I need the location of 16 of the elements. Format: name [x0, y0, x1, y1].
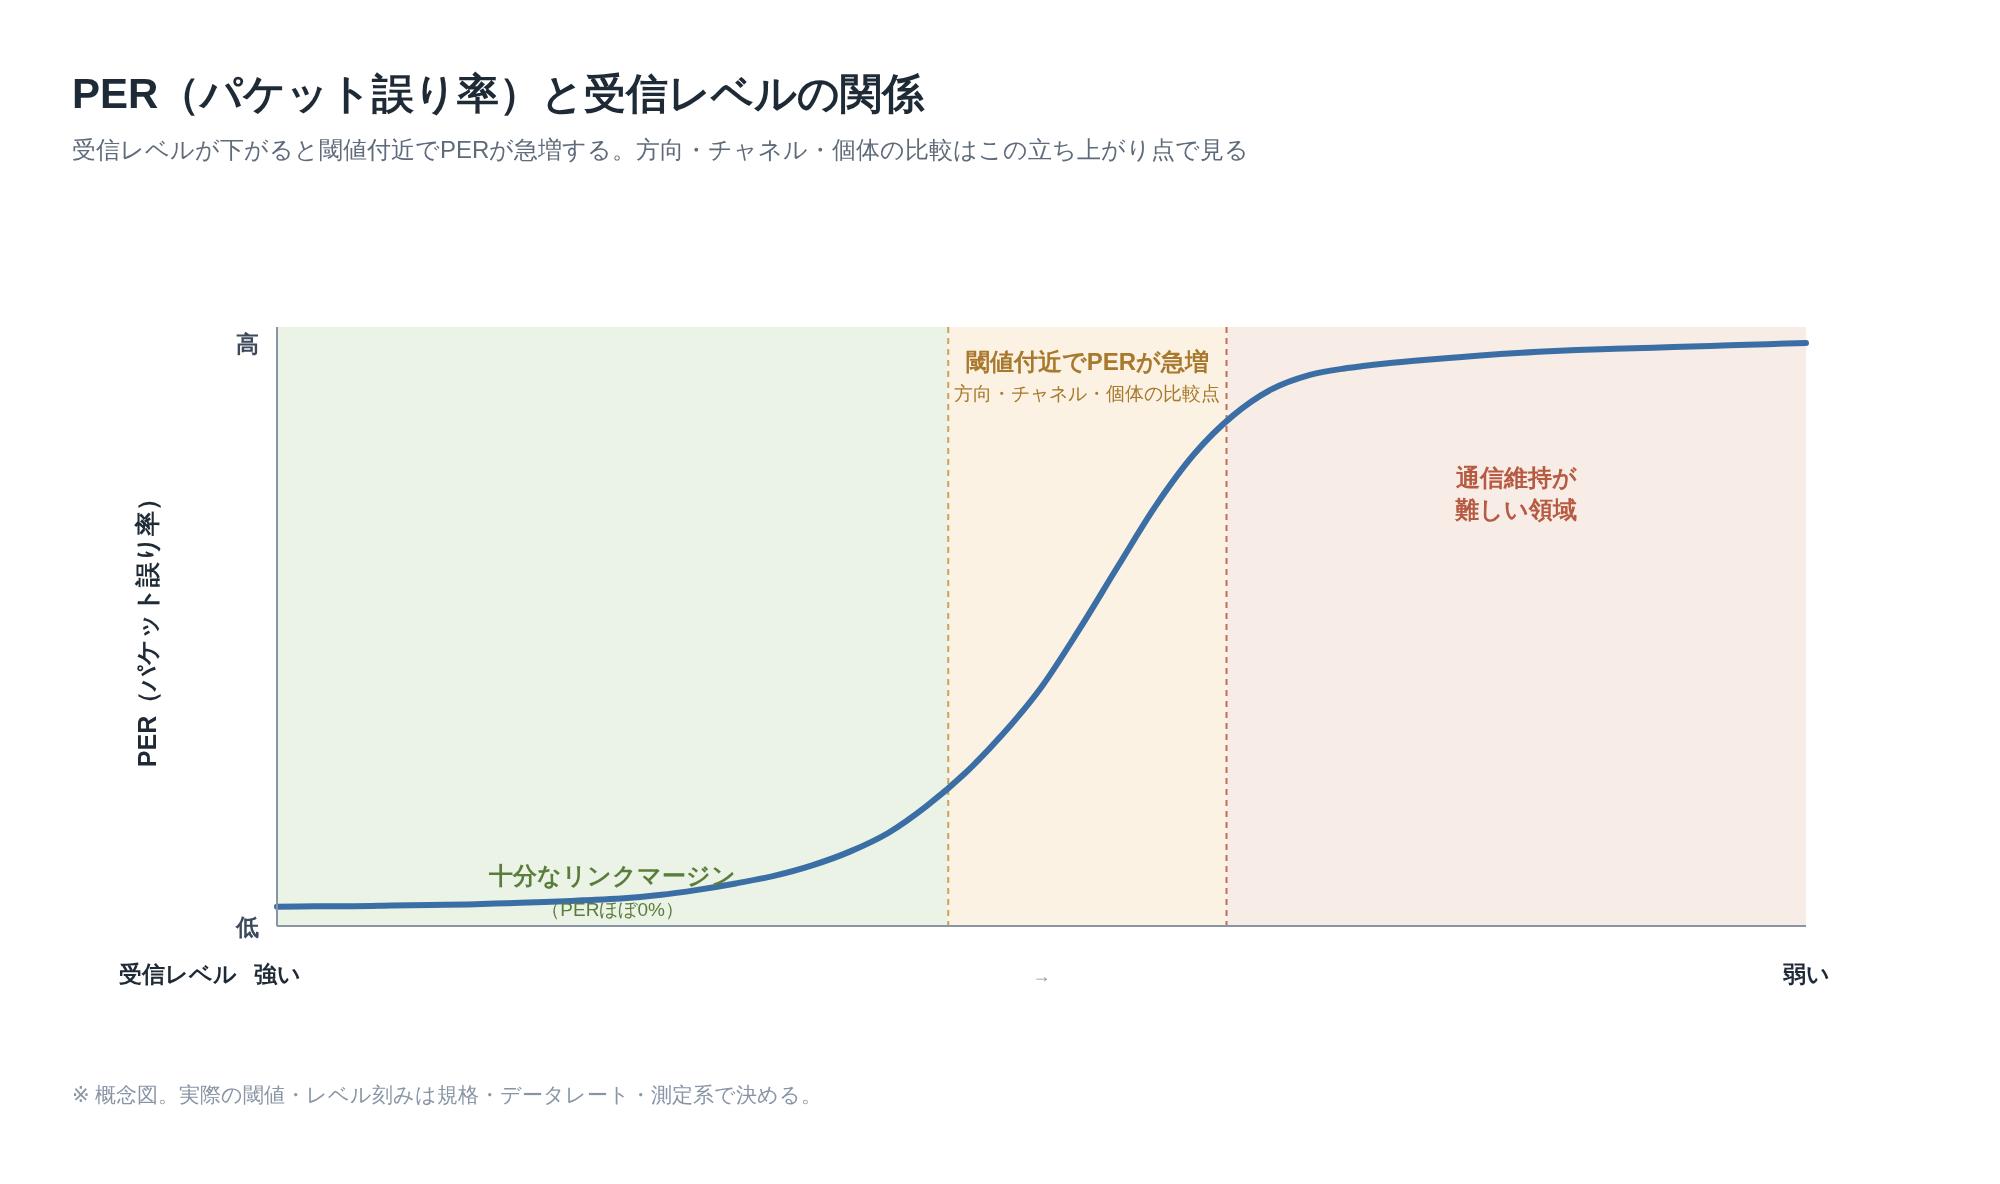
chart-subtitle: 受信レベルが下がると閾値付近でPERが急増する。方向・チャネル・個体の比較はこの立ち上がり点で見る	[72, 136, 1250, 163]
x-axis-title: 受信レベル	[119, 961, 237, 987]
annotation: 方向・チャネル・個体の比較点	[954, 383, 1221, 404]
x-tick-label: →	[1032, 966, 1051, 986]
y-axis-title: PER（パケット誤り率）	[133, 485, 161, 768]
text: ※ 概念図。実際の閾値・レベル刻みは規格・データレート・測定系で決める。	[72, 1083, 823, 1106]
text: 低	[235, 914, 259, 940]
annotation: 十分なリンクマージン	[488, 862, 737, 889]
annotation: 通信維持が	[1454, 464, 1577, 491]
chart-title: PER（パケット誤り率）と受信レベルの関係	[72, 70, 926, 117]
x-tick-label: 弱い	[1781, 961, 1830, 987]
x-tick-label: 強い	[253, 961, 301, 987]
annotation: 難しい領域	[1454, 496, 1578, 523]
text: 高	[236, 331, 259, 357]
annotation: 閾値付近でPERが急増	[965, 348, 1210, 375]
annotation: （PERほぼ0%）	[541, 899, 684, 920]
